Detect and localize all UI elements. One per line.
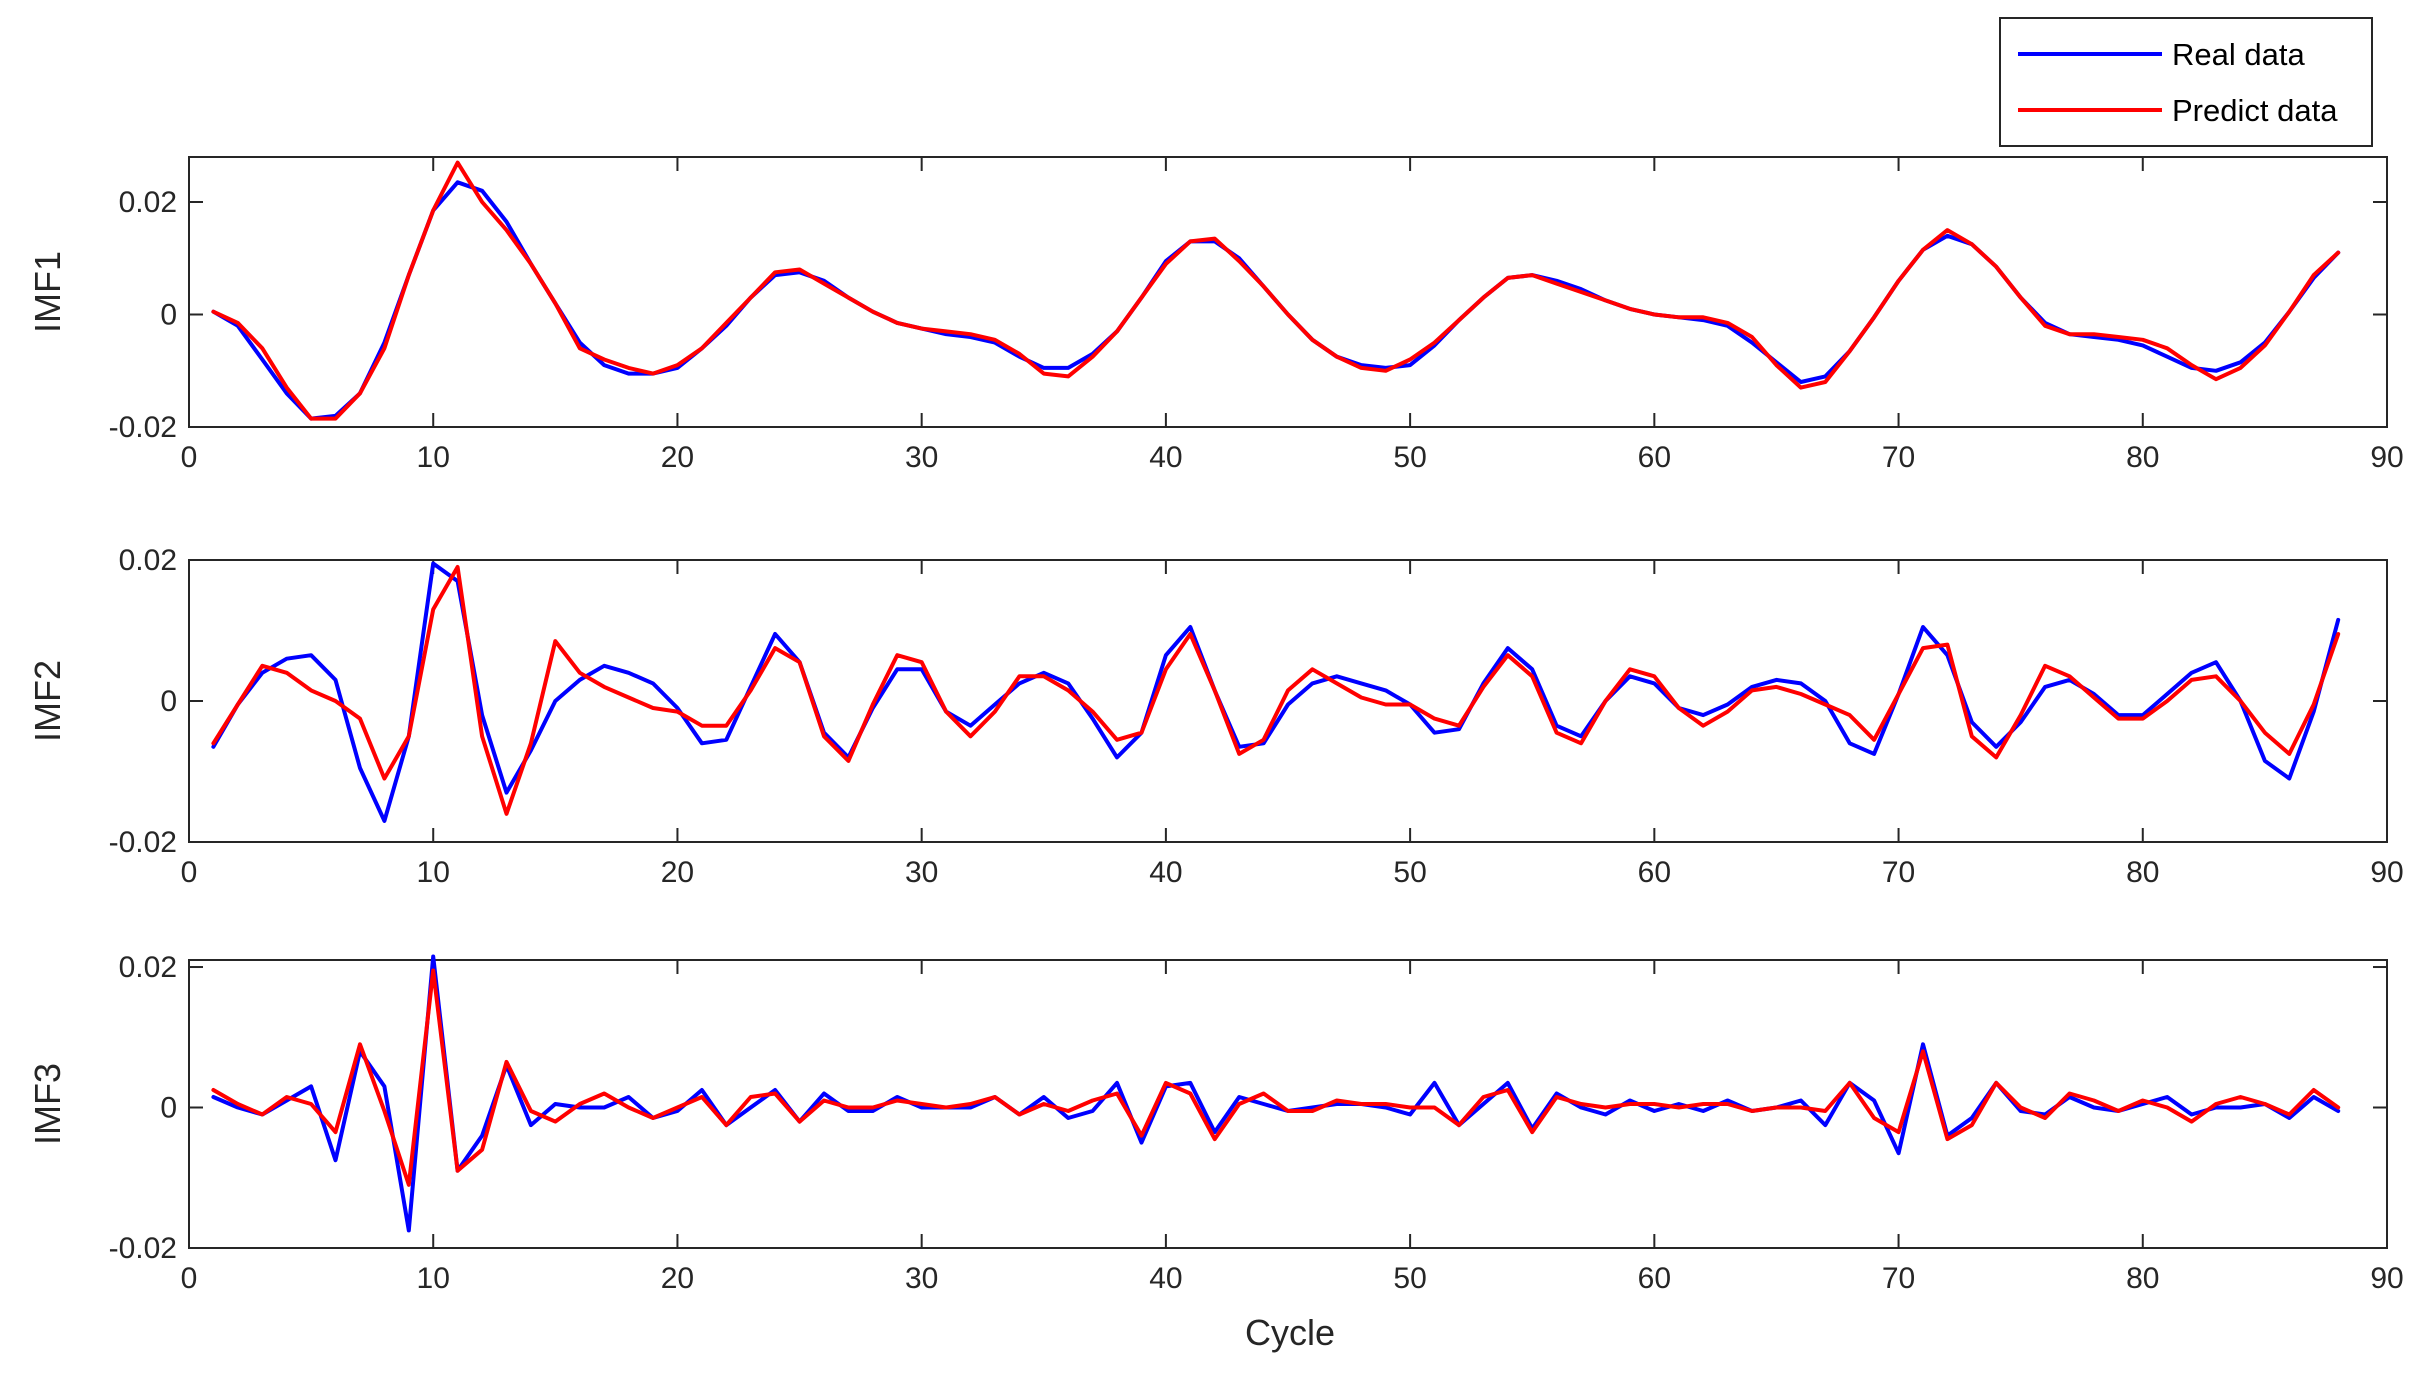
plot-area — [188, 156, 2388, 428]
y-tick-label: -0.02 — [109, 1232, 177, 1265]
x-tick-label: 60 — [1638, 441, 1671, 474]
y-tick-label: 0 — [160, 299, 177, 332]
x-tick-label: 50 — [1393, 441, 1426, 474]
legend-box — [1999, 17, 2373, 147]
y-axis-label: IMF3 — [27, 1063, 68, 1145]
y-tick-label: 0.02 — [119, 544, 177, 577]
x-tick-label: 20 — [661, 1262, 694, 1295]
y-axis-label: IMF1 — [27, 251, 68, 333]
x-tick-label: 90 — [2370, 856, 2403, 889]
x-tick-label: 80 — [2126, 1262, 2159, 1295]
x-tick-label: 20 — [661, 856, 694, 889]
legend: Real data Predict data — [1999, 17, 2373, 147]
x-tick-label: 60 — [1638, 856, 1671, 889]
x-tick-label: 80 — [2126, 856, 2159, 889]
legend-label-real-data: Real data — [2172, 37, 2305, 72]
plot-area — [188, 559, 2388, 843]
x-tick-label: 90 — [2370, 1262, 2403, 1295]
series-line-real-data — [211, 561, 2341, 823]
y-tick-label: 0.02 — [119, 951, 177, 984]
x-tick-label: 80 — [2126, 441, 2159, 474]
series-line-predict-data — [211, 565, 2341, 816]
x-tick-label: 0 — [181, 856, 198, 889]
x-tick-label: 40 — [1149, 856, 1182, 889]
x-tick-label: 10 — [417, 856, 450, 889]
x-tick-label: 70 — [1882, 441, 1915, 474]
x-tick-label: 40 — [1149, 1262, 1182, 1295]
x-tick-label: 40 — [1149, 441, 1182, 474]
series-line-predict-data — [211, 160, 2341, 421]
y-tick-label: -0.02 — [109, 411, 177, 444]
series-line-predict-data — [211, 968, 2341, 1187]
x-tick-label: 30 — [905, 441, 938, 474]
y-tick-label: 0.02 — [119, 186, 177, 219]
x-tick-label: 30 — [905, 1262, 938, 1295]
y-axis-label: IMF2 — [27, 660, 68, 742]
x-tick-label: 10 — [417, 441, 450, 474]
x-tick-label: 30 — [905, 856, 938, 889]
x-axis-label: Cycle — [1245, 1312, 1335, 1353]
legend-label-predict-data: Predict data — [2172, 93, 2338, 128]
x-tick-label: 50 — [1393, 856, 1426, 889]
x-tick-label: 10 — [417, 1262, 450, 1295]
x-tick-label: 70 — [1882, 1262, 1915, 1295]
x-tick-label: 70 — [1882, 856, 1915, 889]
x-tick-label: 50 — [1393, 1262, 1426, 1295]
x-tick-label: 0 — [181, 1262, 198, 1295]
y-tick-label: 0 — [160, 685, 177, 718]
x-tick-label: 90 — [2370, 441, 2403, 474]
y-tick-label: -0.02 — [109, 826, 177, 859]
x-tick-label: 0 — [181, 441, 198, 474]
x-tick-label: 20 — [661, 441, 694, 474]
x-tick-label: 60 — [1638, 1262, 1671, 1295]
y-tick-label: 0 — [160, 1092, 177, 1125]
